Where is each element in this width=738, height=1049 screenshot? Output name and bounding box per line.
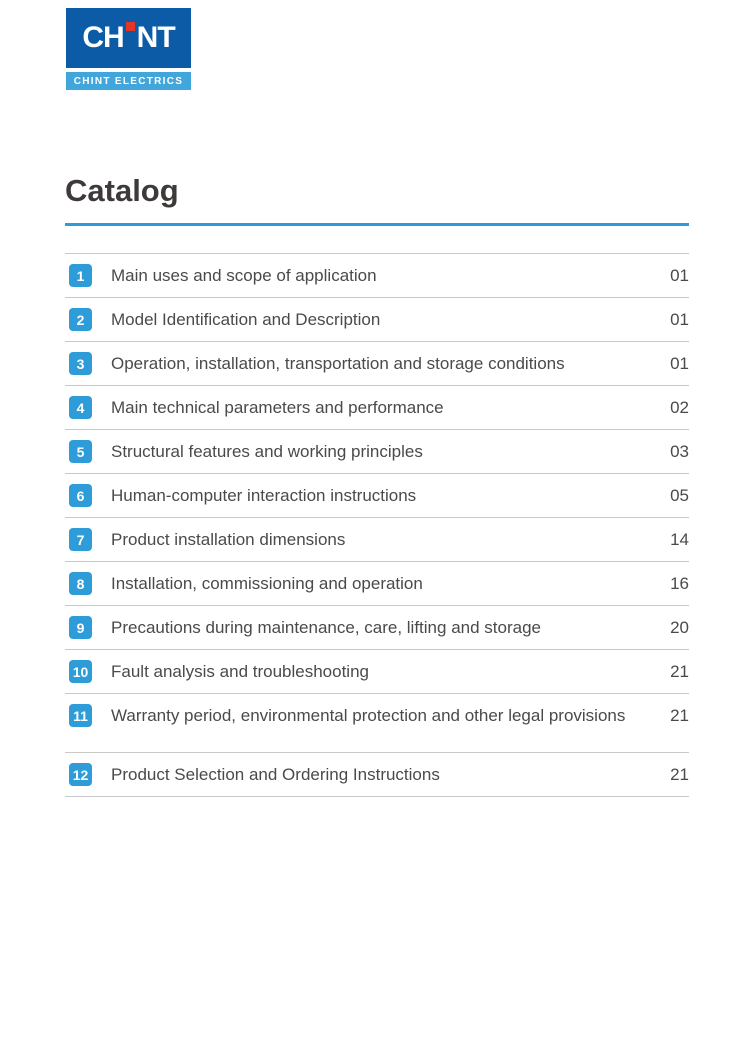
section-number-badge: 1 xyxy=(69,264,92,287)
chint-logo: CH NT CHINT ELECTRICS xyxy=(66,8,191,90)
toc-item-title: Main uses and scope of application xyxy=(111,266,377,285)
brand-red-dot-icon xyxy=(125,22,135,31)
toc-row-5[interactable]: 5 Structural features and working princi… xyxy=(65,430,689,474)
chint-logo-mark: CH NT xyxy=(66,8,191,68)
brand-tagline: CHINT ELECTRICS xyxy=(66,72,191,90)
toc-item-title: Installation, commissioning and operatio… xyxy=(111,574,423,593)
section-number-badge: 8 xyxy=(69,572,92,595)
section-number-badge: 7 xyxy=(69,528,92,551)
toc-page-number: 14 xyxy=(670,530,689,549)
toc-item-title: Product installation dimensions xyxy=(111,530,346,549)
toc-row-6[interactable]: 6 Human-computer interaction instruction… xyxy=(65,474,689,518)
toc-page-number: 21 xyxy=(670,662,689,681)
toc-item-title: Fault analysis and troubleshooting xyxy=(111,662,369,681)
toc-row-7[interactable]: 7 Product installation dimensions 14 xyxy=(65,518,689,562)
toc-page-number: 01 xyxy=(670,310,689,329)
toc-row-2[interactable]: 2 Model Identification and Description 0… xyxy=(65,298,689,342)
toc-row-10[interactable]: 10 Fault analysis and troubleshooting 21 xyxy=(65,650,689,694)
toc-item-title: Human-computer interaction instructions xyxy=(111,486,417,505)
title-underline-rule xyxy=(65,223,689,226)
toc-page-number: 16 xyxy=(670,574,689,593)
toc-item-title: Product Selection and Ordering Instructi… xyxy=(111,765,440,784)
toc-row-8[interactable]: 8 Installation, commissioning and operat… xyxy=(65,562,689,606)
section-number-badge: 12 xyxy=(69,763,92,786)
table-of-contents: 1 Main uses and scope of application 01 … xyxy=(65,253,689,797)
toc-item-title: Warranty period, environmental protectio… xyxy=(111,706,626,725)
toc-row-9[interactable]: 9 Precautions during maintenance, care, … xyxy=(65,606,689,650)
toc-page-number: 21 xyxy=(670,706,689,725)
toc-page-number: 20 xyxy=(670,618,689,637)
section-number-badge: 9 xyxy=(69,616,92,639)
toc-item-title: Operation, installation, transportation … xyxy=(111,354,565,373)
toc-row-12[interactable]: 12 Product Selection and Ordering Instru… xyxy=(65,753,689,797)
section-number-badge: 11 xyxy=(69,704,92,727)
section-number-badge: 10 xyxy=(69,660,92,683)
toc-item-title: Precautions during maintenance, care, li… xyxy=(111,618,541,637)
toc-item-title: Main technical parameters and performanc… xyxy=(111,398,444,417)
toc-item-title: Model Identification and Description xyxy=(111,310,381,329)
toc-page-number: 21 xyxy=(670,765,689,784)
toc-row-4[interactable]: 4 Main technical parameters and performa… xyxy=(65,386,689,430)
toc-page-number: 01 xyxy=(670,354,689,373)
toc-page-number: 01 xyxy=(670,266,689,285)
catalog-content: Catalog 1 Main uses and scope of applica… xyxy=(65,172,689,797)
section-number-badge: 5 xyxy=(69,440,92,463)
brand-letters-left: CH xyxy=(82,21,124,54)
section-number-badge: 2 xyxy=(69,308,92,331)
toc-page-number: 02 xyxy=(670,398,689,417)
brand-letters-right: NT xyxy=(136,21,176,54)
page-title: Catalog xyxy=(65,173,179,208)
toc-page-number: 05 xyxy=(670,486,689,505)
toc-page-number: 03 xyxy=(670,442,689,461)
toc-row-11[interactable]: 11 Warranty period, environmental protec… xyxy=(65,694,689,753)
toc-item-title: Structural features and working principl… xyxy=(111,442,423,461)
section-number-badge: 6 xyxy=(69,484,92,507)
section-number-badge: 4 xyxy=(69,396,92,419)
toc-row-3[interactable]: 3 Operation, installation, transportatio… xyxy=(65,342,689,386)
toc-row-1[interactable]: 1 Main uses and scope of application 01 xyxy=(65,254,689,298)
section-number-badge: 3 xyxy=(69,352,92,375)
